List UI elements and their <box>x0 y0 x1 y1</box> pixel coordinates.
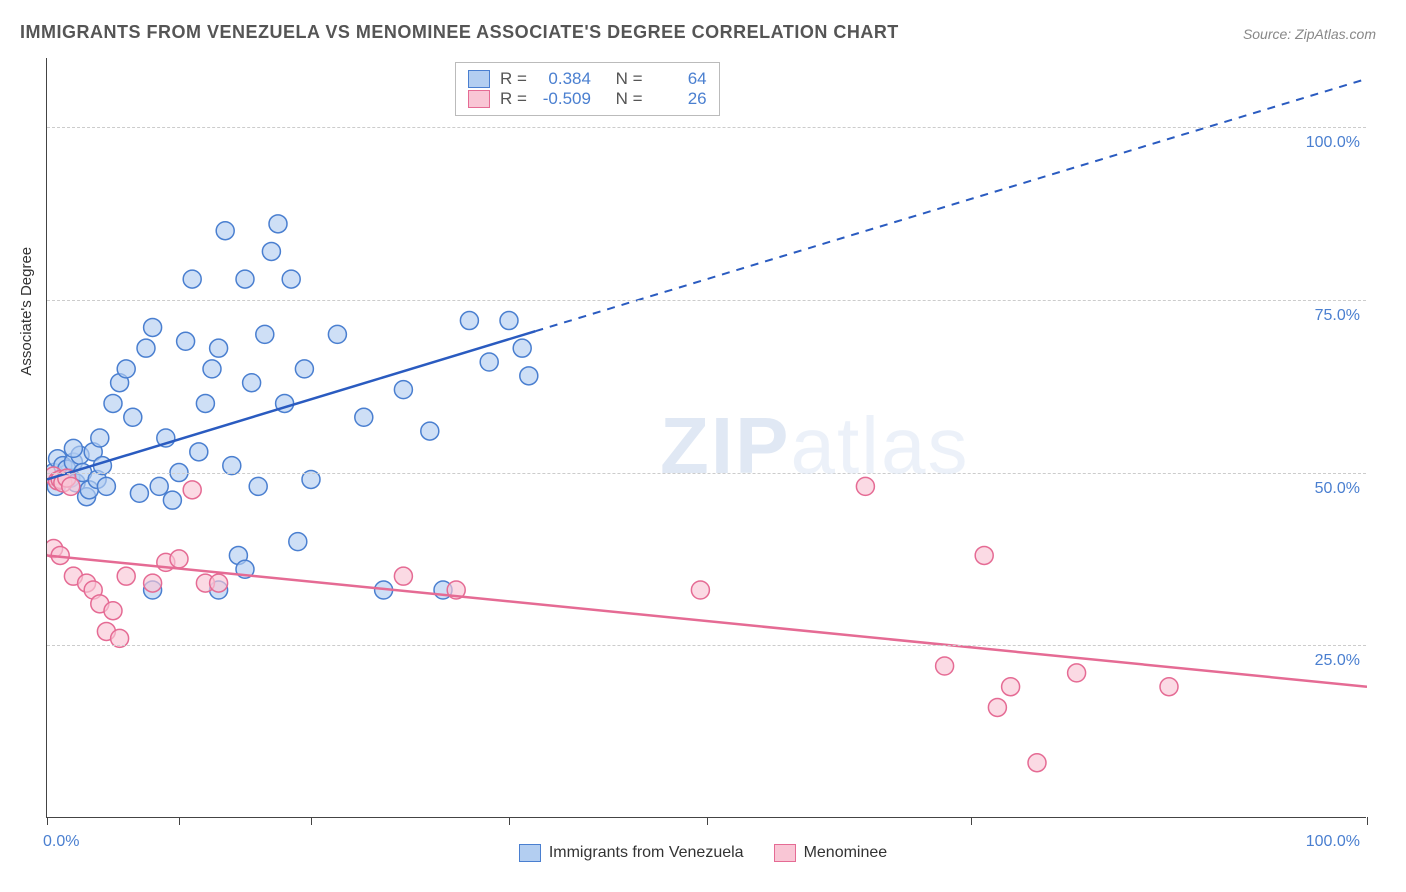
stats-legend: R = 0.384 N = 64 R = -0.509 N = 26 <box>455 62 720 116</box>
data-point-blue <box>282 270 300 288</box>
data-point-blue <box>190 443 208 461</box>
data-point-blue <box>183 270 201 288</box>
legend-swatch-blue-icon <box>519 844 541 862</box>
data-point-blue <box>196 394 214 412</box>
data-point-pink <box>183 481 201 499</box>
data-point-blue <box>177 332 195 350</box>
legend-label-pink: Menominee <box>804 844 888 862</box>
data-point-pink <box>1068 664 1086 682</box>
data-point-blue <box>394 381 412 399</box>
data-point-blue <box>256 325 274 343</box>
fit-line-dashed-blue <box>535 79 1367 331</box>
legend-item-pink: Menominee <box>774 844 888 862</box>
data-point-blue <box>216 222 234 240</box>
data-point-blue <box>236 270 254 288</box>
data-point-blue <box>421 422 439 440</box>
n-value-blue: 64 <box>653 69 707 89</box>
legend-label-blue: Immigrants from Venezuela <box>549 844 744 862</box>
data-point-pink <box>1160 678 1178 696</box>
data-point-blue <box>97 477 115 495</box>
data-point-pink <box>1002 678 1020 696</box>
data-point-pink <box>394 567 412 585</box>
x-tick <box>311 817 312 825</box>
y-tick-label: 100.0% <box>1306 134 1360 152</box>
bottom-legend: Immigrants from Venezuela Menominee <box>0 844 1406 862</box>
data-point-pink <box>117 567 135 585</box>
y-tick-label: 75.0% <box>1315 307 1360 325</box>
stats-row-blue: R = 0.384 N = 64 <box>468 69 707 89</box>
x-tick <box>1367 817 1368 825</box>
gridline-h <box>47 473 1366 474</box>
chart-title: IMMIGRANTS FROM VENEZUELA VS MENOMINEE A… <box>20 22 899 43</box>
x-tick <box>707 817 708 825</box>
chart-svg <box>47 58 1367 818</box>
x-tick <box>509 817 510 825</box>
data-point-blue <box>262 242 280 260</box>
data-point-blue <box>460 312 478 330</box>
data-point-pink <box>170 550 188 568</box>
legend-swatch-pink-icon <box>774 844 796 862</box>
data-point-blue <box>64 439 82 457</box>
y-tick-label: 25.0% <box>1315 652 1360 670</box>
data-point-blue <box>124 408 142 426</box>
x-tick <box>47 817 48 825</box>
n-label: N = <box>616 69 643 89</box>
legend-item-blue: Immigrants from Venezuela <box>519 844 744 862</box>
n-value-pink: 26 <box>653 89 707 109</box>
data-point-blue <box>328 325 346 343</box>
source-attribution: Source: ZipAtlas.com <box>1243 26 1376 42</box>
source-label: Source: <box>1243 26 1295 42</box>
data-point-blue <box>137 339 155 357</box>
data-point-blue <box>91 429 109 447</box>
data-point-blue <box>104 394 122 412</box>
data-point-blue <box>289 533 307 551</box>
data-point-pink <box>104 602 122 620</box>
data-point-blue <box>203 360 221 378</box>
x-tick <box>971 817 972 825</box>
swatch-blue-icon <box>468 70 490 88</box>
r-value-blue: 0.384 <box>537 69 591 89</box>
n-label-2: N = <box>616 89 643 109</box>
data-point-blue <box>117 360 135 378</box>
data-point-blue <box>130 484 148 502</box>
r-label-2: R = <box>500 89 527 109</box>
data-point-blue <box>210 339 228 357</box>
source-site: ZipAtlas.com <box>1295 26 1376 42</box>
gridline-h <box>47 127 1366 128</box>
data-point-pink <box>210 574 228 592</box>
data-point-blue <box>295 360 313 378</box>
data-point-blue <box>500 312 518 330</box>
x-tick <box>179 817 180 825</box>
data-point-blue <box>249 477 267 495</box>
data-point-pink <box>1028 754 1046 772</box>
data-point-blue <box>150 477 168 495</box>
y-tick-label: 50.0% <box>1315 480 1360 498</box>
data-point-pink <box>856 477 874 495</box>
data-point-blue <box>243 374 261 392</box>
gridline-h <box>47 300 1366 301</box>
y-axis-title: Associate's Degree <box>18 247 35 376</box>
fit-line-pink <box>47 555 1367 686</box>
data-point-blue <box>520 367 538 385</box>
data-point-blue <box>144 318 162 336</box>
r-value-pink: -0.509 <box>537 89 591 109</box>
data-point-pink <box>975 546 993 564</box>
stats-row-pink: R = -0.509 N = 26 <box>468 89 707 109</box>
gridline-h <box>47 645 1366 646</box>
data-point-pink <box>144 574 162 592</box>
data-point-blue <box>355 408 373 426</box>
data-point-blue <box>513 339 531 357</box>
data-point-blue <box>163 491 181 509</box>
plot-area: 0.0% 100.0% 25.0%50.0%75.0%100.0% <box>46 58 1366 818</box>
data-point-pink <box>936 657 954 675</box>
data-point-blue <box>480 353 498 371</box>
data-point-blue <box>269 215 287 233</box>
r-label: R = <box>500 69 527 89</box>
data-point-pink <box>691 581 709 599</box>
swatch-pink-icon <box>468 90 490 108</box>
data-point-pink <box>988 698 1006 716</box>
data-point-pink <box>62 477 80 495</box>
